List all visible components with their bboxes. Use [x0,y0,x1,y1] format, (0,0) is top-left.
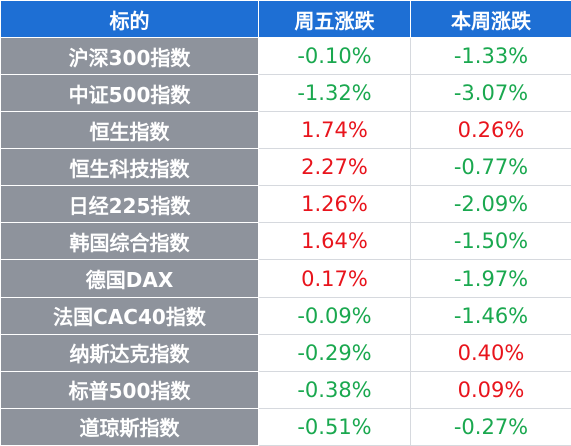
change-value: -3.07% [410,74,571,113]
table-row: 法国CAC40指数 -0.09% -1.46% [0,296,571,335]
change-value: 0.26% [410,111,571,150]
index-name: 德国DAX [0,259,259,298]
change-value: -0.27% [410,407,571,446]
table-row: 纳斯达克指数 -0.29% 0.40% [0,333,571,372]
table-row: 恒生指数 1.74% 0.26% [0,111,571,150]
index-name: 韩国综合指数 [0,222,259,261]
index-name: 恒生科技指数 [0,148,259,187]
table-row: 标普500指数 -0.38% 0.09% [0,370,571,409]
table-row: 日经225指数 1.26% -2.09% [0,185,571,224]
index-name: 恒生指数 [0,111,259,150]
change-value: 1.64% [258,222,411,261]
table-row: 韩国综合指数 1.64% -1.50% [0,222,571,261]
change-value: -0.29% [258,333,411,372]
index-name: 法国CAC40指数 [0,296,259,335]
change-value: -1.97% [410,259,571,298]
change-value: -1.50% [410,222,571,261]
table-body: 沪深300指数 -0.10% -1.33% 中证500指数 -1.32% -3.07% 恒生… [0,36,571,446]
change-value: 0.40% [410,333,571,372]
index-name: 纳斯达克指数 [0,333,259,372]
table-row: 恒生科技指数 2.27% -0.77% [0,148,571,187]
index-name: 标普500指数 [0,370,259,409]
header-cell: 周五涨跌 [258,0,411,38]
change-value: -0.77% [410,148,571,187]
table-row: 中证500指数 -1.32% -3.07% [0,74,571,113]
change-value: -2.09% [410,185,571,224]
change-value: -0.09% [258,296,411,335]
index-name: 道琼斯指数 [0,407,259,446]
header-cell: 标的 [0,0,259,38]
change-value: -1.46% [410,296,571,335]
table-row: 道琼斯指数 -0.51% -0.27% [0,407,571,446]
change-value: -1.33% [410,36,571,76]
index-name: 中证500指数 [0,74,259,113]
change-value: 0.17% [258,259,411,298]
table-row: 德国DAX 0.17% -1.97% [0,259,571,298]
index-name: 沪深300指数 [0,36,259,76]
change-value: -0.38% [258,370,411,409]
change-value: 2.27% [258,148,411,187]
table-row: 沪深300指数 -0.10% -1.33% [0,36,571,76]
header-cell: 本周涨跌 [410,0,571,38]
change-value: -0.51% [258,407,411,446]
change-value: 1.26% [258,185,411,224]
change-value: -0.10% [258,36,411,76]
index-name: 日经225指数 [0,185,259,224]
change-value: 0.09% [410,370,571,409]
change-value: -1.32% [258,74,411,113]
header-row: 标的 周五涨跌 本周涨跌 [0,0,571,38]
change-value: 1.74% [258,111,411,150]
